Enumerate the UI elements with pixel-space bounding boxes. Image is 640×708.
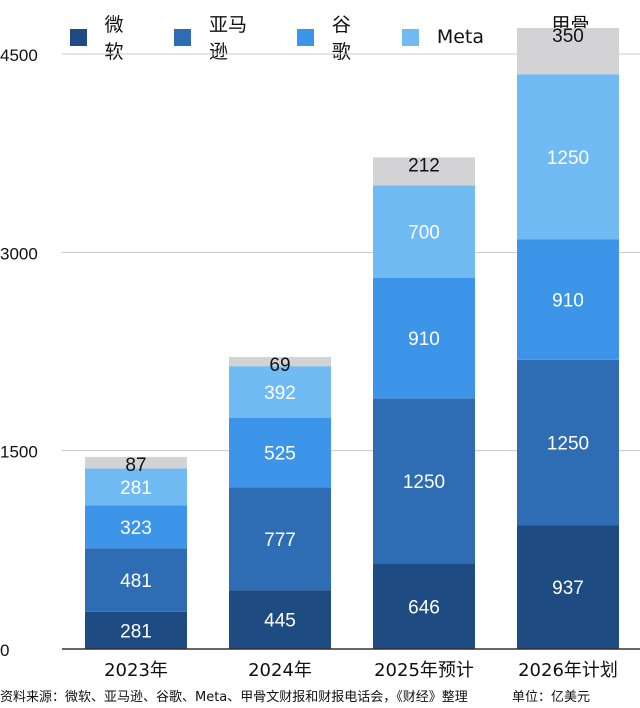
bar-segment [373,185,475,278]
x-tick-label: 2025年预计 [374,660,474,681]
bar-segment [373,277,475,399]
bar-segment [517,74,619,240]
unit-note: 单位：亿美元 [512,690,591,705]
bar-segment [229,590,331,649]
data-label: 910 [408,329,440,350]
y-tick-label: 3000 [0,244,38,263]
x-tick-label: 2023年 [104,660,168,681]
data-label: 350 [552,26,584,47]
bar-segment [517,27,619,75]
bar-segment [517,525,619,649]
data-label: 281 [120,621,152,642]
legend-label: Meta [436,26,484,48]
legend-item: 亚马逊 [174,10,264,64]
bar-segment [229,357,331,367]
legend-swatch [174,28,191,46]
data-label: 910 [552,291,584,312]
data-label: 937 [552,578,584,599]
y-tick-label: 0 [0,641,9,660]
legend-item: Meta [401,10,484,64]
data-label: 1250 [547,148,589,169]
x-tick-label: 2026年计划 [518,660,618,681]
legend-label: 谷歌 [331,14,351,63]
y-tick-label: 1500 [0,443,38,462]
x-tick-label: 2024年 [248,660,312,681]
data-label: 525 [264,444,296,465]
data-label: 777 [264,530,296,551]
bar-segment [85,456,187,469]
data-label: 323 [120,518,152,539]
data-label: 481 [120,571,152,592]
legend-swatch [297,28,314,46]
bar-segment [373,157,475,186]
legend-item: 谷歌 [297,10,368,64]
legend-swatch [401,28,419,46]
legend-label: 微软 [104,14,124,63]
legend-item: 微软 [70,10,141,64]
bar-segment [229,418,331,488]
bar-segment [517,239,619,360]
data-label: 700 [408,223,440,244]
bar-segment [85,611,187,649]
data-label: 1250 [547,433,589,454]
data-label: 392 [264,383,296,404]
data-label: 445 [264,611,296,632]
bar-segment [85,505,187,549]
bar-segment [373,398,475,564]
data-label: 646 [408,597,440,618]
legend-swatch [70,28,87,46]
bar-segment [229,487,331,591]
data-label: 69 [269,355,290,376]
bar-segment [373,563,475,649]
legend-label: 亚马逊 [208,14,247,63]
bar-segment [85,468,187,506]
bar-segment [229,366,331,419]
source-note: 资料来源：微软、亚马逊、谷歌、Meta、甲骨文财报和财报电话会，《财经》整理 [0,690,468,705]
data-label: 281 [120,478,152,499]
data-label: 87 [125,455,146,476]
data-label: 1250 [403,472,445,493]
bar-segment [85,548,187,612]
bar-segment [517,359,619,526]
y-tick-label: 4500 [0,46,38,65]
footer: 资料来源：微软、亚马逊、谷歌、Meta、甲骨文财报和财报电话会，《财经》整理 单… [0,686,590,705]
data-label: 212 [408,155,440,176]
